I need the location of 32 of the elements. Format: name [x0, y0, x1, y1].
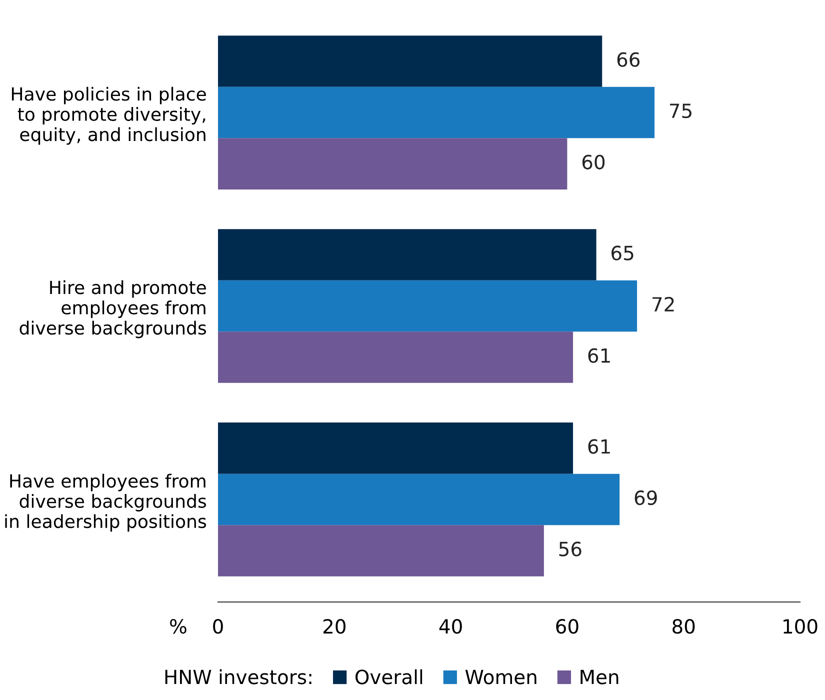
legend-title: HNW investors:	[165, 669, 312, 684]
legend-label: Overall	[355, 669, 422, 684]
data-label: 61	[588, 348, 610, 363]
x-tick-label: 40	[439, 619, 462, 634]
data-label: 61	[588, 439, 610, 454]
data-label: 66	[617, 52, 640, 67]
data-label: 56	[559, 542, 582, 556]
y-tick-label: Hire and promote employees from diverse backgrounds	[20, 280, 206, 338]
data-label: 69	[634, 490, 657, 506]
legend-label: Women	[465, 670, 536, 684]
bar	[218, 280, 638, 332]
x-tick-label: 20	[323, 619, 346, 634]
bar	[218, 332, 574, 383]
data-label: 65	[612, 246, 634, 260]
data-label: 60	[582, 154, 605, 170]
legend-label: Men	[580, 670, 618, 684]
bar	[218, 474, 620, 526]
x-tick-label: 0	[213, 619, 223, 634]
bar	[218, 525, 544, 576]
x-tick-label: 60	[556, 619, 578, 634]
bar	[218, 422, 574, 474]
bar	[218, 229, 596, 280]
y-tick-label: Have policies in place to promote diversity, equity, and inclusion	[12, 86, 206, 145]
bar	[218, 86, 654, 138]
data-label: 72	[652, 296, 674, 312]
y-tick-label: Have employees from diverse backgrounds in leadership positions	[5, 474, 206, 532]
x-tick-label: 80	[672, 619, 695, 634]
bar	[218, 36, 602, 87]
x-tick-label: 100	[784, 619, 818, 634]
bar	[218, 138, 568, 190]
data-label: 75	[670, 104, 692, 118]
x-axis-title: %	[170, 619, 186, 634]
